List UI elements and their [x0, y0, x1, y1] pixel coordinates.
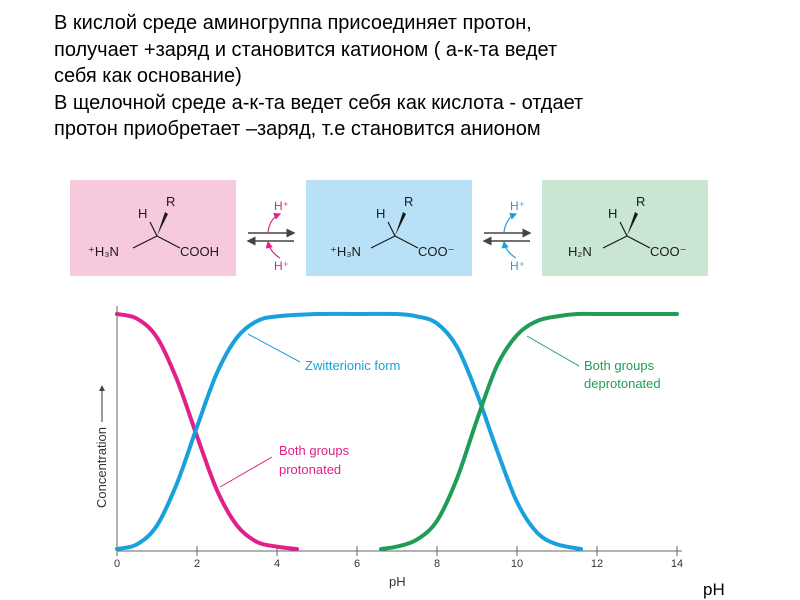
annotation-protonated: Both groups protonated	[219, 443, 350, 488]
anion-bond-c	[626, 235, 651, 249]
x-tick-label: 4	[274, 558, 280, 570]
cation-bond-c	[156, 235, 181, 249]
zwitterion-bond-h	[387, 221, 396, 237]
x-ticks: 0 2 4 6 8 10 12 14	[114, 546, 683, 570]
zwitterion-box: H R ⁺H₃N COO⁻	[306, 180, 472, 276]
zwitterion-wedge	[395, 212, 406, 236]
eq1-bottom-h-plus: H⁺	[274, 259, 289, 273]
zwitterion-amine: ⁺H₃N	[330, 244, 361, 259]
intro-line: В кислой среде аминогруппа присоединяет …	[54, 12, 532, 34]
equilibrium-arrows-1: H⁺ H⁺	[246, 199, 296, 273]
equilibrium-arrows-2: H⁺ H⁺	[482, 199, 532, 273]
cation-amine: ⁺H₃N	[88, 244, 119, 259]
eq1-curve-up	[267, 212, 282, 233]
series-layer	[115, 311, 679, 551]
intro-text: В кислой среде аминогруппа присоединяет …	[54, 10, 784, 143]
annotation-protonated-pointer	[219, 456, 273, 488]
intro-line: получает +заряд и становится катионом ( …	[54, 38, 558, 61]
zwitterion-bond-n	[370, 235, 396, 249]
annotation-deprotonated-pointer	[526, 335, 580, 367]
eq1-top-h-plus: H⁺	[274, 199, 289, 213]
x-tick-label: 8	[434, 558, 440, 570]
eq2-bottom-h-plus: H⁺	[510, 259, 525, 273]
x-tick-label: 0	[114, 558, 120, 570]
x-tick-label: 6	[354, 558, 360, 570]
cation-acid: COOH	[180, 244, 219, 259]
anion-background	[542, 180, 708, 276]
series-zwitterion-line	[115, 311, 583, 551]
annotation-zwitterion-pointer	[247, 333, 301, 363]
eq2-curve-down	[501, 240, 517, 259]
anion-amine: H₂N	[568, 244, 592, 259]
x-tick-label: 10	[511, 558, 523, 570]
eq1-curve-down	[265, 240, 281, 259]
annotation-zwitterion-text: Zwitterionic form	[305, 358, 400, 373]
x-tick-label: 14	[671, 558, 683, 570]
anion-acid: COO⁻	[650, 244, 686, 259]
cation-r: R	[166, 194, 175, 209]
annotation-protonated-text-2: protonated	[279, 462, 341, 477]
zwitterion-bond-c	[394, 235, 419, 249]
eq2-top-h-plus: H⁺	[510, 199, 525, 213]
cation-bond-n	[132, 235, 158, 249]
cation-h: H	[138, 206, 147, 221]
intro-line: В щелочной среде а-к-та ведет себя как к…	[54, 91, 584, 114]
eq2-curve-up	[503, 212, 518, 233]
anion-bond-n	[602, 235, 628, 249]
anion-h: H	[608, 206, 617, 221]
annotation-deprotonated: Both groups deprotonated	[526, 335, 661, 391]
cation-wedge	[157, 212, 168, 236]
intro-line: себя как основание)	[54, 65, 242, 87]
intro-line: протон приобретает –заряд, т.е становитс…	[54, 118, 541, 140]
cation-bond-h	[149, 221, 158, 237]
y-axis-label: Concentration	[94, 427, 109, 508]
anion-bond-h	[619, 221, 628, 237]
anion-box: H R H₂N COO⁻	[542, 180, 708, 276]
zwitterion-background	[306, 180, 472, 276]
cation-box: H R ⁺H₃N COOH	[70, 180, 236, 276]
annotation-deprotonated-text-2: deprotonated	[584, 376, 661, 391]
series-protonated-line	[115, 312, 299, 551]
x-tick-label: 2	[194, 558, 200, 570]
x-tick-label: 12	[591, 558, 603, 570]
annotation-zwitterion: Zwitterionic form	[247, 333, 400, 373]
zwitterion-r: R	[404, 194, 413, 209]
annotation-deprotonated-text-1: Both groups	[584, 358, 655, 373]
anion-r: R	[636, 194, 645, 209]
x-axis-label: pH	[389, 574, 406, 589]
footer-ph-label: pH	[703, 580, 725, 599]
concentration-chart: 0 2 4 6 8 10 12 14 pH Concentration Zwitterioni…	[94, 306, 683, 589]
y-axis-label-group: Concentration	[94, 385, 109, 508]
anion-wedge	[627, 212, 638, 236]
zwitterion-h: H	[376, 206, 385, 221]
annotation-protonated-text-1: Both groups	[279, 443, 350, 458]
zwitterion-acid: COO⁻	[418, 244, 454, 259]
series-deprotonated-line	[379, 311, 679, 551]
